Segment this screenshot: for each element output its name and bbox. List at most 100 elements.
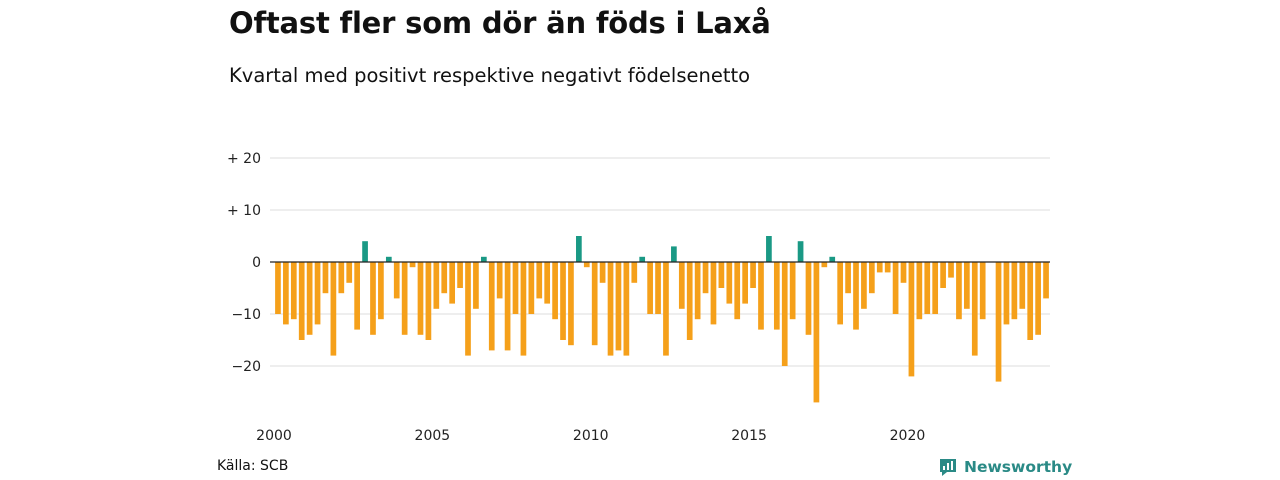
bar	[861, 262, 867, 309]
bar	[552, 262, 558, 320]
bar	[504, 262, 511, 351]
bar	[726, 262, 733, 304]
bar	[663, 262, 669, 356]
bar	[1027, 262, 1034, 340]
bar	[750, 262, 756, 288]
y-tick-label: 0	[252, 255, 261, 271]
bar	[908, 262, 915, 377]
bar	[702, 262, 709, 294]
bar	[734, 262, 741, 320]
brand-name: Newsworthy	[964, 458, 1073, 476]
bar	[884, 262, 891, 273]
bar	[900, 262, 907, 283]
y-tick-label: −10	[231, 307, 261, 323]
bar	[330, 262, 337, 356]
bar	[544, 262, 551, 304]
bar	[346, 262, 353, 283]
bar	[354, 262, 360, 330]
bar	[275, 262, 281, 314]
bar	[813, 262, 820, 403]
x-tick-label: 2005	[415, 428, 451, 444]
y-tick-label: + 10	[227, 203, 261, 219]
bar	[686, 262, 693, 340]
bar	[995, 262, 1002, 382]
bar	[473, 262, 479, 309]
bar	[306, 262, 313, 335]
bar	[845, 262, 851, 294]
bar	[338, 262, 345, 294]
bar	[694, 262, 701, 320]
bar	[370, 262, 376, 335]
bar	[599, 262, 606, 283]
bar	[932, 262, 939, 314]
bar	[639, 256, 646, 262]
bar	[940, 262, 946, 288]
bar	[892, 262, 899, 314]
bar	[1043, 262, 1049, 299]
bar	[853, 262, 859, 330]
x-tick-label: 2010	[573, 428, 609, 444]
source-note: Källa: SCB	[217, 458, 289, 474]
bar	[781, 262, 788, 366]
bar	[441, 262, 448, 294]
bar	[655, 262, 661, 314]
bar	[821, 262, 828, 268]
bar	[742, 262, 748, 304]
newsworthy-logo-icon	[940, 459, 956, 476]
bar	[314, 262, 321, 325]
x-tick-label: 2020	[890, 428, 926, 444]
bar	[837, 262, 844, 325]
bar	[956, 262, 962, 320]
bar	[283, 262, 289, 325]
bar	[417, 262, 424, 335]
y-tick-label: −20	[231, 359, 261, 375]
bar	[322, 262, 329, 294]
bar	[805, 262, 812, 335]
bar	[615, 262, 622, 351]
bar	[979, 262, 986, 320]
x-axis-labels: 2000 2005 2010 2015 2020	[256, 428, 925, 444]
bar	[433, 262, 440, 309]
bar	[1019, 262, 1026, 309]
bar	[512, 262, 519, 314]
x-tick-label: 2015	[731, 428, 767, 444]
bar	[758, 262, 764, 330]
bar	[488, 262, 495, 351]
bar	[766, 236, 772, 262]
bar	[449, 262, 456, 304]
bar	[623, 262, 630, 356]
bar	[425, 262, 432, 340]
bar	[378, 262, 384, 320]
bar	[607, 262, 614, 356]
bar	[797, 241, 804, 262]
bars	[275, 236, 1049, 403]
bar	[290, 262, 297, 320]
y-tick-label: + 20	[227, 151, 261, 167]
bar	[924, 262, 931, 314]
bar	[457, 262, 463, 288]
bar	[362, 241, 368, 262]
bar	[647, 262, 653, 314]
bar	[591, 262, 598, 346]
bar	[298, 262, 305, 340]
bar	[773, 262, 780, 330]
newsworthy-logo[interactable]: Newsworthy	[938, 456, 1072, 478]
bar	[671, 246, 677, 262]
bar	[1035, 262, 1041, 335]
bar	[1011, 262, 1018, 320]
bar	[393, 262, 400, 299]
bar	[868, 262, 875, 294]
bar	[401, 262, 408, 335]
bar	[496, 262, 503, 299]
bar	[583, 262, 590, 268]
bar	[678, 262, 685, 309]
bar	[560, 262, 566, 340]
bar	[1003, 262, 1010, 325]
x-tick-label: 2000	[256, 428, 292, 444]
bar	[789, 262, 796, 320]
chart-subtitle: Kvartal med positivt respektive negativt…	[229, 64, 751, 87]
bar	[465, 262, 471, 356]
bar	[536, 262, 543, 299]
bar	[971, 262, 978, 356]
